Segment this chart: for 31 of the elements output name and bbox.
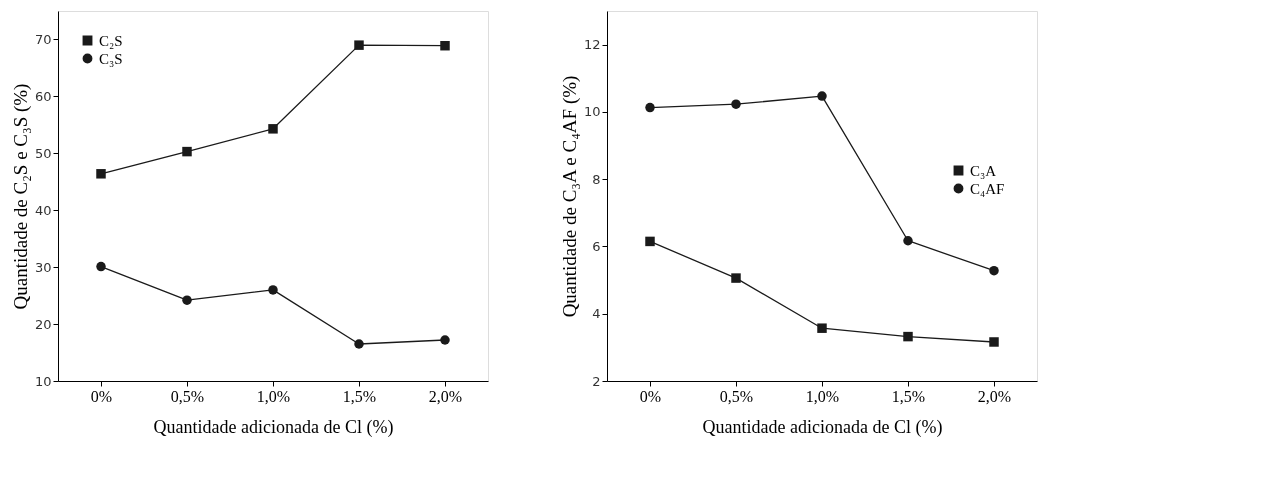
- y-tick-label: 30: [34, 259, 52, 275]
- y-tick-label: 8: [592, 171, 601, 187]
- x-tick-label: 1,0%: [805, 387, 840, 405]
- x-tick-label: 0,5%: [170, 387, 205, 405]
- y-tick-label: 10: [583, 104, 601, 120]
- legend-label: C₃A: [970, 162, 997, 179]
- y-axis-title: Quantidade de C₂S e C₃S (%): [9, 83, 32, 310]
- y-tick-label: 12: [583, 37, 601, 53]
- y-tick-label: 50: [34, 145, 52, 161]
- x-tick-label: 2,0%: [977, 387, 1012, 405]
- x-tick-label: 1,5%: [891, 387, 926, 405]
- y-tick-label: 10: [34, 373, 52, 389]
- y-tick-label: 60: [34, 88, 52, 104]
- y-tick-label: 20: [34, 316, 52, 332]
- x-tick-label: 0%: [90, 387, 113, 405]
- legend-label: C₂S: [99, 32, 123, 49]
- y-tick-label: 70: [34, 31, 52, 47]
- x-tick-label: 0%: [639, 387, 662, 405]
- y-tick-label: 40: [34, 202, 52, 218]
- x-tick-label: 2,0%: [428, 387, 463, 405]
- x-tick-label: 1,5%: [342, 387, 377, 405]
- y-tick-label: 2: [592, 373, 601, 389]
- x-axis-title: Quantidade adicionada de Cl (%): [153, 416, 394, 438]
- legend-label: C₃S: [99, 50, 123, 67]
- y-tick-label: 4: [592, 306, 601, 322]
- x-axis-title: Quantidade adicionada de Cl (%): [702, 416, 943, 438]
- y-axis-title: Quantidade de C₃A e C₄AF (%): [558, 75, 581, 318]
- y-tick-label: 6: [592, 238, 601, 254]
- legend-label: C₄AF: [970, 180, 1005, 197]
- x-tick-label: 1,0%: [256, 387, 291, 405]
- x-tick-label: 0,5%: [719, 387, 754, 405]
